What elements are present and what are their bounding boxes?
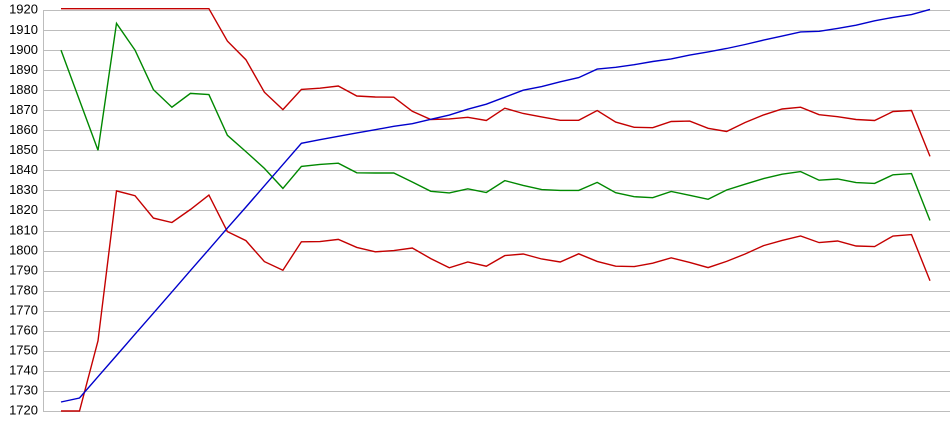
svg-text:1900: 1900 xyxy=(9,42,38,57)
svg-text:1840: 1840 xyxy=(9,162,38,177)
svg-text:1850: 1850 xyxy=(9,142,38,157)
svg-text:1730: 1730 xyxy=(9,383,38,398)
svg-text:1830: 1830 xyxy=(9,182,38,197)
svg-text:1720: 1720 xyxy=(9,403,38,418)
svg-text:1860: 1860 xyxy=(9,122,38,137)
svg-text:1810: 1810 xyxy=(9,222,38,237)
svg-text:1750: 1750 xyxy=(9,343,38,358)
svg-text:1920: 1920 xyxy=(9,2,38,17)
svg-text:1880: 1880 xyxy=(9,82,38,97)
svg-text:1770: 1770 xyxy=(9,302,38,317)
svg-text:1740: 1740 xyxy=(9,363,38,378)
svg-text:1780: 1780 xyxy=(9,282,38,297)
svg-text:1790: 1790 xyxy=(9,262,38,277)
svg-text:1800: 1800 xyxy=(9,242,38,257)
svg-text:1820: 1820 xyxy=(9,202,38,217)
svg-text:1910: 1910 xyxy=(9,22,38,37)
svg-text:1870: 1870 xyxy=(9,102,38,117)
svg-text:1890: 1890 xyxy=(9,62,38,77)
svg-text:1760: 1760 xyxy=(9,323,38,338)
